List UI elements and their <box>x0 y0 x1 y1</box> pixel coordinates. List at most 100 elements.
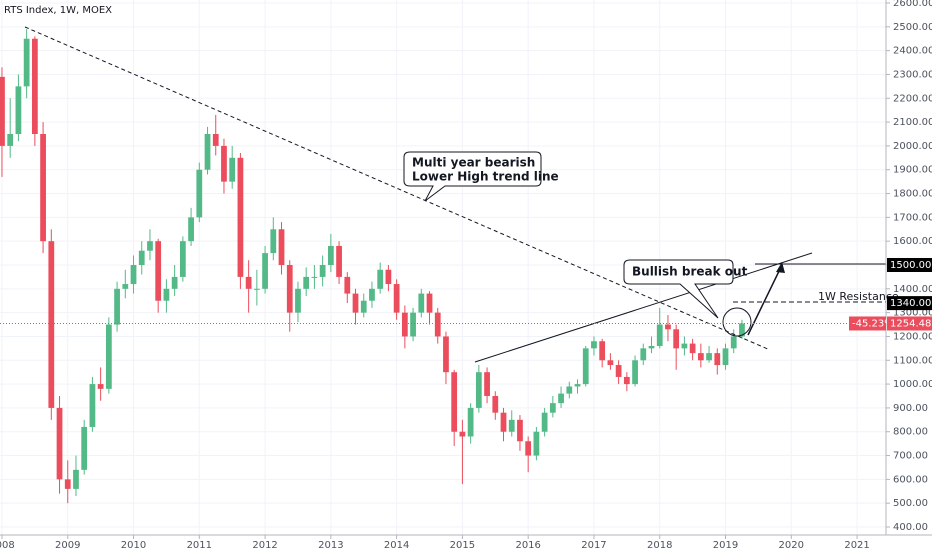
candle-body <box>393 284 400 313</box>
candle-body <box>706 353 712 361</box>
candle-body <box>327 245 334 265</box>
candle-body <box>500 412 507 432</box>
candle-body <box>615 365 622 377</box>
trend-note-line-2: Lower High trend line <box>412 170 559 184</box>
price-marker-box <box>887 258 932 272</box>
candle-body <box>459 431 466 437</box>
candle-body <box>681 343 688 349</box>
x-tick-label: 2013 <box>318 540 343 550</box>
resistance-note: 1W Resistance <box>818 290 899 303</box>
candle-body <box>566 386 573 394</box>
candle-body <box>591 341 597 349</box>
arrow-head <box>776 262 785 273</box>
candle-body <box>517 419 523 442</box>
y-tick-label: 1300.00 <box>893 308 932 319</box>
candle-body <box>81 426 88 470</box>
candle-body <box>475 372 482 408</box>
grid <box>0 0 886 535</box>
candle-body <box>262 253 268 289</box>
candle-body <box>689 343 696 354</box>
candle-body <box>525 441 532 456</box>
y-tick-label: 600.00 <box>893 474 928 485</box>
candle-body <box>401 312 408 337</box>
candle-body <box>467 407 474 437</box>
y-tick-label: 2100.00 <box>893 117 932 128</box>
candle-body <box>311 276 318 278</box>
candle-body <box>48 241 55 408</box>
candle-body <box>0 76 5 146</box>
y-tick-label: 900.00 <box>893 403 928 414</box>
callout-trend <box>403 151 542 202</box>
candle-body <box>599 341 606 361</box>
y-tick-label: 2600.00 <box>893 0 932 9</box>
candle-body <box>582 348 589 385</box>
x-tick-label: 2008 <box>0 540 15 550</box>
breakout-note: Bullish break out <box>632 265 748 279</box>
candle-body <box>558 393 564 404</box>
y-tick-label: 2300.00 <box>893 69 932 80</box>
candle-body <box>385 269 392 285</box>
candle-body <box>492 396 499 413</box>
candle-body <box>23 38 30 87</box>
y-tick-label: 700.00 <box>893 451 928 462</box>
candles <box>0 29 745 504</box>
candle-body <box>40 134 46 242</box>
y-tick-label: 1100.00 <box>893 355 932 366</box>
x-tick-label: 2009 <box>55 540 80 550</box>
candle-body <box>270 229 277 254</box>
candle-body <box>336 245 342 277</box>
y-tick-label: 400.00 <box>893 522 928 533</box>
candle-body <box>97 384 104 389</box>
y-tick-label: 1800.00 <box>893 189 932 200</box>
candle-body <box>237 157 244 277</box>
last-price-box <box>887 316 932 331</box>
candle-body <box>451 372 458 432</box>
candle-body <box>443 336 449 373</box>
candle-body <box>632 360 638 385</box>
candle-body <box>295 288 301 313</box>
candle-body <box>673 329 680 349</box>
candle-body <box>245 276 252 289</box>
trend-note-line-1: Multi year bearish <box>412 156 535 170</box>
y-tick-label: 800.00 <box>893 427 928 438</box>
candle-body <box>697 353 704 361</box>
candle-body <box>434 312 441 337</box>
x-tick-label: 2019 <box>713 540 738 550</box>
y-tick-label: 1000.00 <box>893 379 932 390</box>
candle-body <box>508 419 515 432</box>
candle-body <box>7 134 14 146</box>
x-tick-label: 2018 <box>647 540 672 550</box>
candle-body <box>549 403 556 413</box>
price-marker-label: 1340.00 <box>890 298 931 309</box>
candle-body <box>163 288 170 301</box>
y-tick-label: 1700.00 <box>893 212 932 223</box>
x-tick-label: 2012 <box>252 540 277 550</box>
arrow <box>747 264 783 336</box>
y-tick-label: 2000.00 <box>893 141 932 152</box>
candle-body <box>212 134 219 146</box>
candle-body <box>286 265 293 313</box>
candle-body <box>426 293 433 313</box>
candle-body <box>730 336 737 349</box>
candle-body <box>541 412 548 432</box>
candle-body <box>179 241 186 277</box>
x-tick-label: 2016 <box>515 540 540 550</box>
candle-body <box>352 293 359 313</box>
y-tick-label: 500.00 <box>893 498 928 509</box>
drawings: Multi year bearish Lower High trend line… <box>24 26 899 363</box>
candle-body <box>147 241 153 251</box>
candle-body <box>410 312 416 337</box>
candle-body <box>418 293 425 313</box>
candle-body <box>221 145 227 182</box>
candle-body <box>278 229 285 265</box>
candle-body <box>714 353 721 366</box>
candle-body <box>56 407 63 480</box>
breakout-circle <box>722 307 752 337</box>
last-change-box <box>849 316 886 331</box>
ascending-line <box>474 252 813 363</box>
callout-breakout <box>623 259 734 319</box>
x-tick-label: 2015 <box>450 540 475 550</box>
candle-body <box>369 288 375 301</box>
